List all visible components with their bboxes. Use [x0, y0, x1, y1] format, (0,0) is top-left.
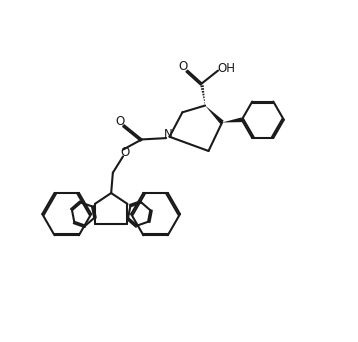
Text: O: O: [115, 115, 124, 128]
Text: OH: OH: [218, 62, 236, 75]
Text: N: N: [164, 128, 172, 141]
Polygon shape: [222, 117, 242, 122]
Text: O: O: [179, 60, 188, 73]
Text: O: O: [120, 145, 129, 158]
Polygon shape: [205, 106, 224, 124]
